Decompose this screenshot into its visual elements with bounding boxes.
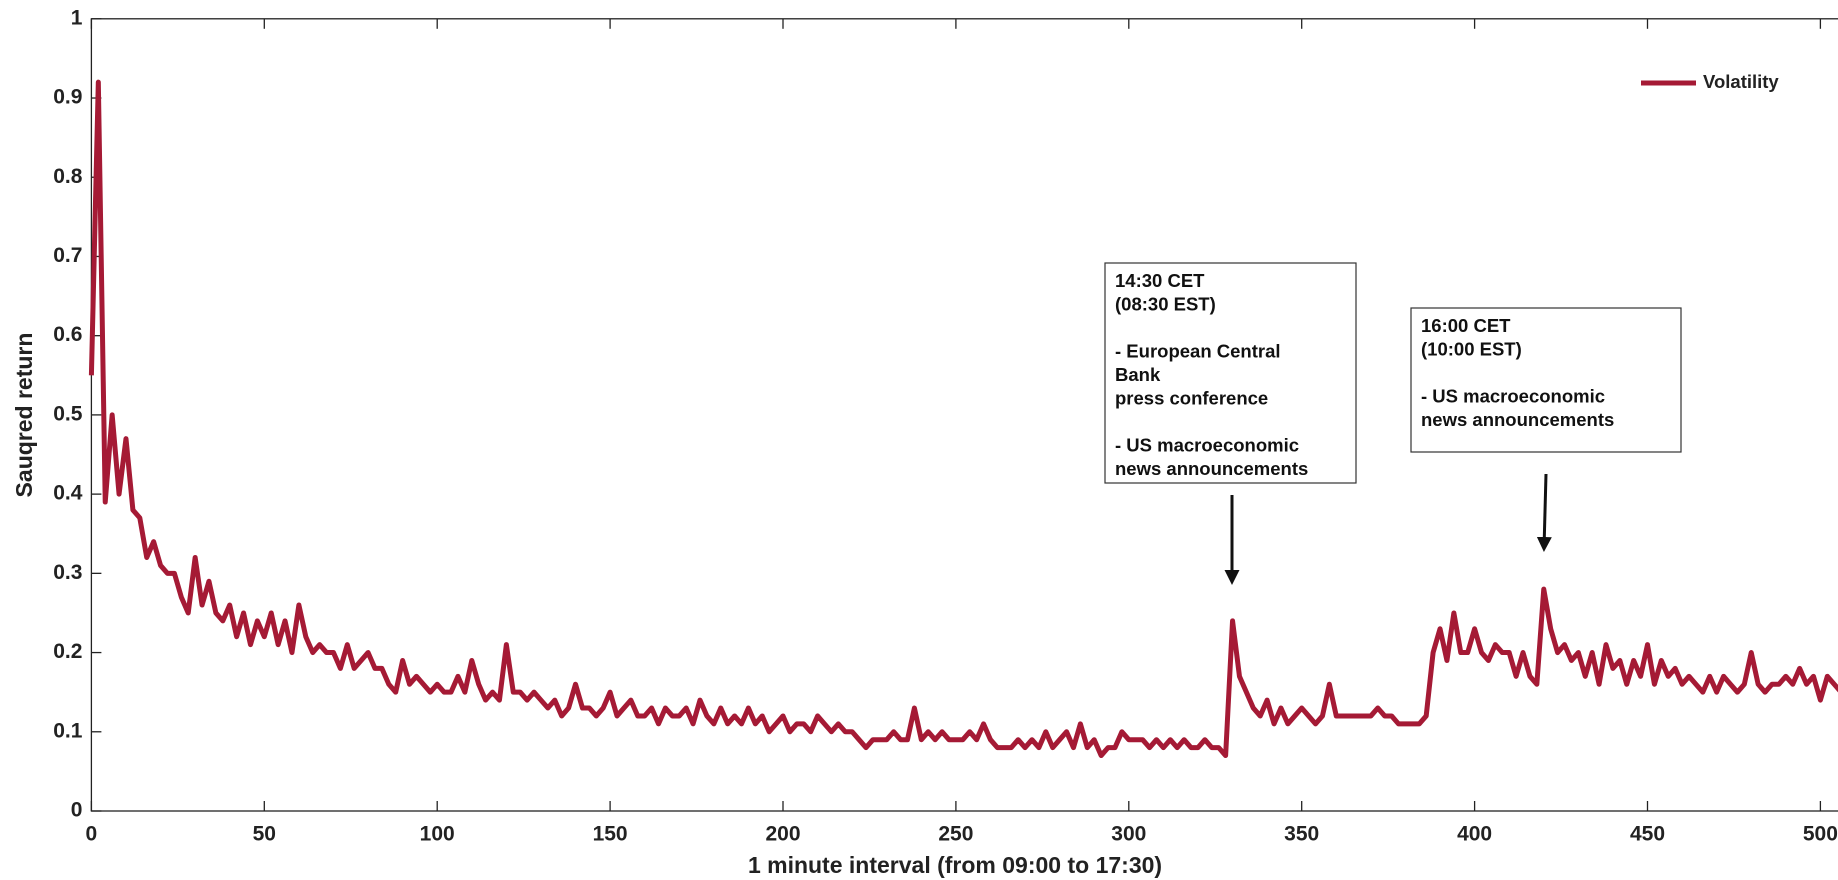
x-tick-label: 400 bbox=[1457, 823, 1492, 846]
annotation-text: 16:00 CET bbox=[1421, 315, 1511, 336]
annotation-text: press conference bbox=[1115, 387, 1268, 408]
annotation-box bbox=[1104, 262, 1357, 484]
annotation-text: - US macroeconomic bbox=[1115, 434, 1299, 455]
x-tick-label: 200 bbox=[765, 823, 800, 846]
x-tick-label: 100 bbox=[420, 823, 455, 846]
annotation-text: news announcements bbox=[1115, 458, 1308, 479]
x-tick-label: 150 bbox=[593, 823, 628, 846]
x-tick-label: 250 bbox=[938, 823, 973, 846]
annotation-arrow bbox=[1536, 473, 1552, 552]
y-tick-label: 0.2 bbox=[53, 640, 82, 663]
y-tick-label: 0.5 bbox=[53, 402, 83, 425]
annotation-text: - European Central bbox=[1115, 340, 1281, 361]
line-series bbox=[88, 79, 1838, 759]
y-tick-label: 0.7 bbox=[53, 244, 82, 267]
x-tick-label: 350 bbox=[1284, 823, 1319, 846]
y-tick-label: 0 bbox=[71, 799, 83, 822]
annotation-box bbox=[1410, 307, 1682, 453]
x-tick-label: 450 bbox=[1630, 823, 1665, 846]
y-tick-label: 0.9 bbox=[53, 86, 82, 109]
y-tick-label: 1 bbox=[71, 6, 83, 29]
x-axis-label: 1 minute interval (from 09:00 to 17:30) bbox=[748, 852, 1162, 878]
x-tick-label: 300 bbox=[1111, 823, 1146, 846]
x-tick-label: 50 bbox=[253, 823, 276, 846]
annotation-text: Bank bbox=[1115, 364, 1161, 385]
y-tick-label: 0.1 bbox=[53, 719, 83, 742]
y-tick-label: 0.6 bbox=[53, 323, 82, 346]
annotation-text: news announcements bbox=[1421, 409, 1614, 430]
y-axis-label: Sauqred return bbox=[11, 333, 37, 498]
annotation-text: (10:00 EST) bbox=[1421, 338, 1522, 359]
x-tick-label: 0 bbox=[86, 823, 98, 846]
annotation-text: 14:30 CET bbox=[1115, 270, 1205, 291]
y-tick-label: 0.8 bbox=[53, 165, 83, 188]
y-tick-label: 0.3 bbox=[53, 561, 82, 584]
legend-label: Volatility bbox=[1703, 71, 1779, 92]
annotation-text: (08:30 EST) bbox=[1115, 293, 1216, 314]
y-tick-label: 0.4 bbox=[53, 482, 83, 505]
x-tick-label: 500 bbox=[1803, 823, 1838, 846]
annotation-text: - US macroeconomic bbox=[1421, 385, 1605, 406]
